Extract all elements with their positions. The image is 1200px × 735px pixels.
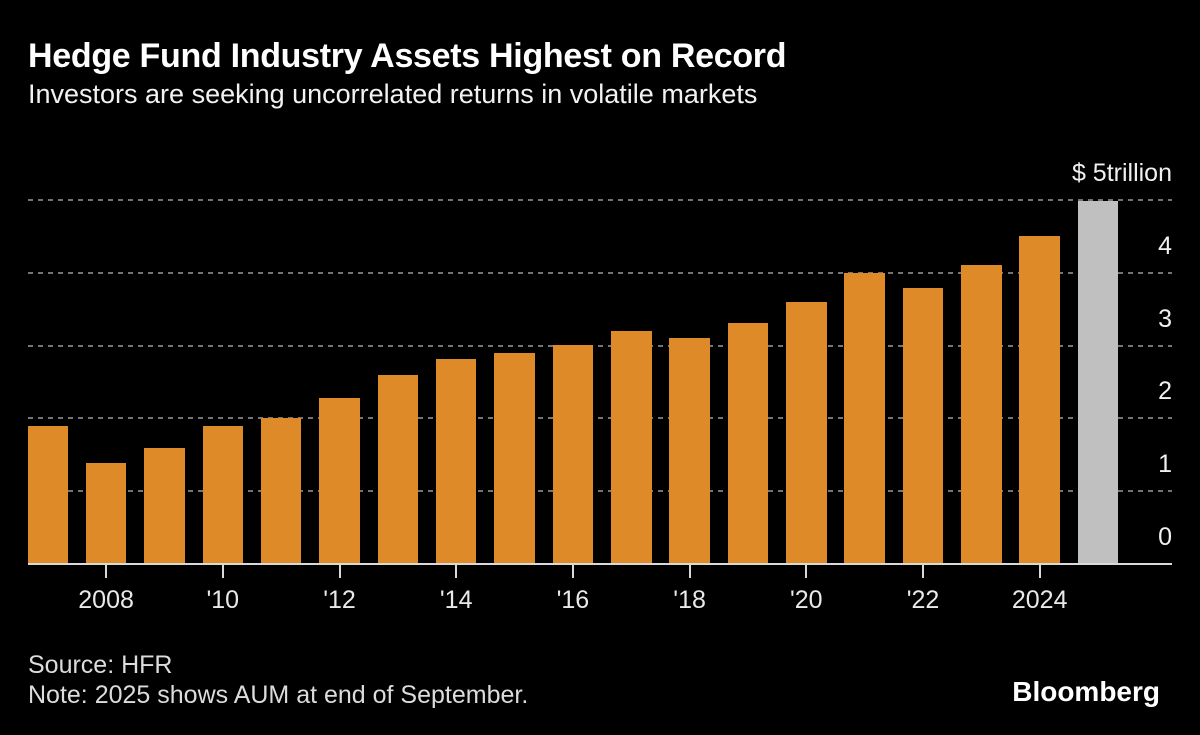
x-axis-tick-2020: [805, 565, 808, 578]
gridline-3: [27, 344, 1172, 347]
x-axis-label-2014: '14: [439, 586, 473, 614]
x-axis-label-2024: 2024: [1011, 586, 1068, 614]
x-axis-tick-2016: [571, 565, 574, 578]
bar-2015: [494, 352, 535, 564]
bar-2019: [727, 323, 769, 564]
x-axis-tick-2008: [105, 565, 108, 578]
gridline-1: [27, 490, 1172, 493]
note-text: Note: 2025 shows AUM at end of September…: [28, 681, 529, 709]
bar-2008: [85, 462, 127, 564]
bar-2021: [844, 272, 885, 564]
x-axis-label-2008: 2008: [78, 586, 134, 614]
gridline-5: [27, 199, 1172, 201]
gridline-2: [27, 417, 1172, 420]
x-axis-tick-2012: [338, 565, 341, 578]
bar-2025: [1077, 201, 1119, 564]
x-axis-label-2022: '22: [906, 586, 940, 614]
bar-2012: [319, 398, 360, 564]
y-axis-label-2: 2: [1158, 377, 1172, 406]
x-axis-label-2016: '16: [556, 586, 590, 614]
bar-2007: [27, 425, 68, 564]
y-axis-label-4: 4: [1158, 231, 1172, 260]
gridline-4: [27, 271, 1172, 274]
chart-footer: Source: HFR Note: 2025 shows AUM at end …: [28, 650, 528, 710]
y-axis-label-1: 1: [1158, 450, 1172, 479]
x-axis-label-2012: '12: [323, 586, 356, 614]
y-axis-label-3: 3: [1158, 304, 1172, 333]
bar-2010: [202, 425, 244, 564]
x-axis-label-2020: '20: [790, 586, 823, 614]
bar-2020: [786, 301, 827, 564]
bar-2024: [1019, 236, 1060, 564]
x-axis-line: [27, 563, 1172, 565]
bar-2014: [435, 359, 477, 564]
source-text: Source: HFR: [28, 651, 173, 679]
x-axis-tick-2018: [688, 565, 691, 578]
bar-2018: [669, 338, 710, 564]
bar-2016: [552, 344, 594, 564]
x-axis-tick-2014: [455, 565, 458, 578]
chart-title: Hedge Fund Industry Assets Highest on Re…: [28, 37, 787, 75]
x-axis-tick-2022: [922, 565, 924, 578]
x-axis-label-2010: '10: [206, 586, 240, 614]
x-axis-tick-2024: [1038, 565, 1041, 578]
bar-2023: [961, 264, 1002, 564]
bar-2009: [144, 447, 185, 564]
bloomberg-logo: Bloomberg: [1012, 676, 1160, 707]
bar-2022: [902, 288, 944, 564]
bar-2013: [377, 374, 419, 564]
y-axis-label-5: $ 5trillion: [1071, 159, 1172, 187]
x-axis-tick-2010: [221, 565, 224, 578]
bar-2011: [260, 418, 302, 564]
y-axis-label-0: 0: [1158, 523, 1172, 551]
bar-2017: [611, 331, 652, 564]
chart-subtitle: Investors are seeking uncorrelated retur…: [28, 79, 758, 109]
x-axis-label-2018: '18: [673, 586, 706, 614]
